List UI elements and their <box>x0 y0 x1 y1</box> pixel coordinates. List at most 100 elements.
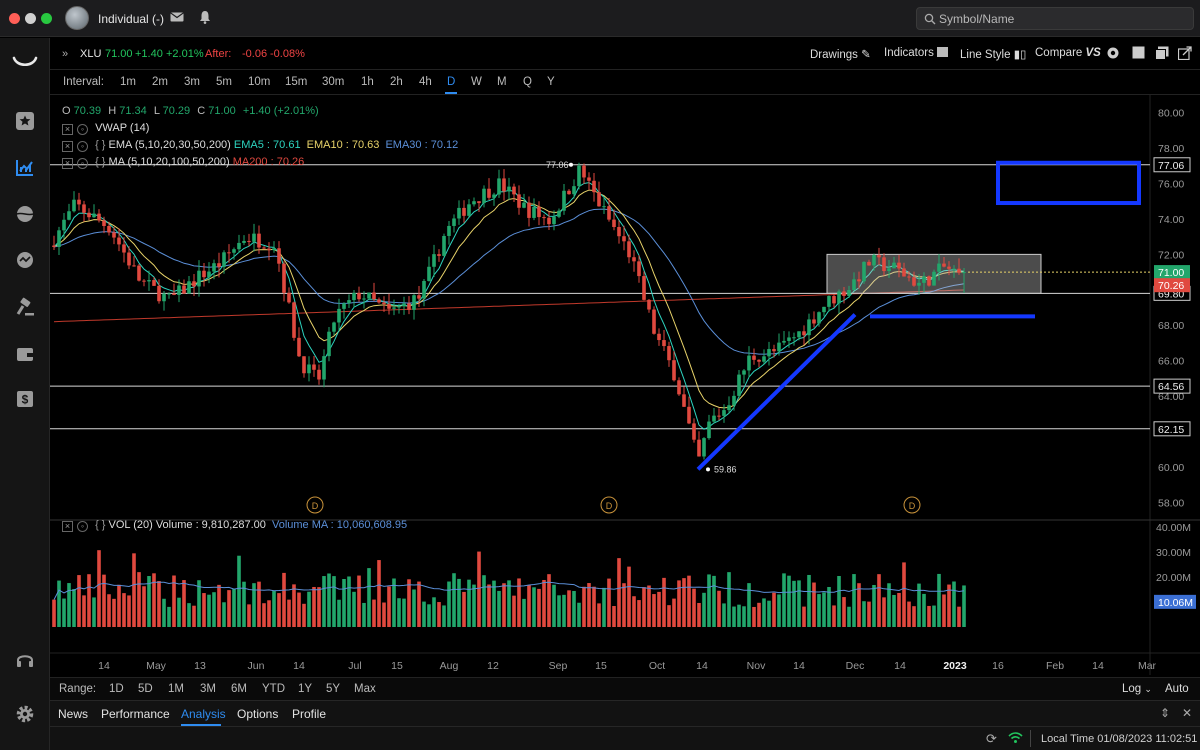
volume-bar <box>247 604 251 627</box>
volume-bar <box>232 588 236 627</box>
range-5y[interactable]: 5Y <box>326 683 341 695</box>
wallet-icon[interactable] <box>14 343 36 365</box>
volume-bar <box>892 594 896 627</box>
headset-support-icon[interactable] <box>14 650 36 672</box>
range-1y[interactable]: 1Y <box>298 683 313 695</box>
expand-chevrons-icon[interactable]: » <box>62 48 69 60</box>
candle-body <box>872 255 876 266</box>
toggle-visibility-icon[interactable]: ◦ <box>77 521 88 532</box>
candle-body <box>892 262 896 269</box>
toggle-visibility-icon[interactable]: ◦ <box>77 158 88 169</box>
candle-body <box>712 415 716 422</box>
interval-4h[interactable]: 4h <box>419 76 432 88</box>
tab-options[interactable]: Options <box>237 707 279 721</box>
compare-label: Compare <box>1035 47 1083 59</box>
compare-button[interactable]: Compare VS <box>1035 47 1101 59</box>
interval-3m[interactable]: 3m <box>184 76 200 88</box>
level-price-tag <box>1153 157 1191 173</box>
indicators-button[interactable]: Indicators <box>884 47 949 59</box>
tab-news[interactable]: News <box>58 707 89 721</box>
chart-settings-gear-icon[interactable] <box>1106 46 1120 60</box>
time-axis-label: 12 <box>487 660 499 672</box>
mail-icon[interactable] <box>170 12 184 22</box>
refresh-icon[interactable]: ⟳ <box>986 731 997 746</box>
expand-panel-icon[interactable]: ⇕ <box>1160 706 1171 720</box>
volume-bar <box>212 592 216 627</box>
window-close-button[interactable] <box>9 13 20 24</box>
bell-icon[interactable] <box>199 10 211 24</box>
interval-30m[interactable]: 30m <box>322 76 345 88</box>
toggle-visibility-icon[interactable]: ◦ <box>77 124 88 135</box>
volume-bar <box>542 579 546 627</box>
candle-body <box>112 232 116 238</box>
drawings-button[interactable]: Drawings ✎ <box>810 47 871 61</box>
chart-canvas[interactable]: 80.0078.0076.0074.0072.0070.0068.0066.00… <box>50 95 1200 675</box>
window-maximize-button[interactable] <box>41 13 52 24</box>
toggle-visibility-icon[interactable]: ◦ <box>77 141 88 152</box>
single-layout-icon[interactable] <box>1132 46 1145 59</box>
avatar[interactable] <box>65 6 89 30</box>
window-minimize-button[interactable] <box>25 13 36 24</box>
multi-layout-icon[interactable] <box>1155 46 1169 60</box>
interval-y[interactable]: Y <box>547 76 555 88</box>
remove-indicator-icon[interactable]: × <box>62 124 73 135</box>
interval-15m[interactable]: 15m <box>285 76 308 88</box>
volume-bar <box>157 581 161 627</box>
auto-scale-toggle[interactable]: Auto <box>1165 683 1189 695</box>
high-value: 71.34 <box>119 105 147 117</box>
price-chart[interactable]: 80.0078.0076.0074.0072.0070.0068.0066.00… <box>50 95 1200 675</box>
volume-ma-tag-label: 10.06M <box>1158 597 1193 609</box>
watchlist-star-icon[interactable] <box>14 110 36 132</box>
tab-performance[interactable]: Performance <box>101 707 170 721</box>
interval-1m[interactable]: 1m <box>120 76 136 88</box>
range-ytd[interactable]: YTD <box>262 683 285 695</box>
close-panel-icon[interactable]: ✕ <box>1182 706 1193 720</box>
volume-bar <box>267 600 271 627</box>
range-1m[interactable]: 1M <box>168 683 184 695</box>
interval-5m[interactable]: 5m <box>216 76 232 88</box>
symbol-search[interactable] <box>916 7 1194 30</box>
chart-icon[interactable] <box>14 156 36 178</box>
trade-gavel-icon[interactable] <box>14 296 36 318</box>
remove-indicator-icon[interactable]: × <box>62 141 73 152</box>
interval-10m[interactable]: 10m <box>248 76 271 88</box>
log-scale-toggle[interactable]: Log ⌄ <box>1122 683 1152 695</box>
search-input[interactable] <box>939 8 1189 29</box>
interval-d-active[interactable]: D <box>447 76 456 88</box>
code-braces-icon[interactable]: { } <box>95 139 106 151</box>
code-braces-icon[interactable]: { } <box>95 156 106 168</box>
volume-bar <box>137 572 141 627</box>
interval-w[interactable]: W <box>471 76 482 88</box>
range-5d[interactable]: 5D <box>138 683 153 695</box>
status-bar: ⟳ Local Time 01/08/2023 11:02:51 <box>50 726 1200 750</box>
remove-indicator-icon[interactable]: × <box>62 158 73 169</box>
screener-icon[interactable] <box>14 249 36 271</box>
interval-q[interactable]: Q <box>523 76 532 88</box>
money-icon[interactable]: $ <box>14 388 36 410</box>
quote-toolbar-row: » XLU 71.00 +1.40 +2.01% After: -0.06 -0… <box>50 38 1200 70</box>
range-1d[interactable]: 1D <box>109 683 124 695</box>
candle-body <box>212 263 216 272</box>
remove-indicator-icon[interactable]: × <box>62 521 73 532</box>
range-3m[interactable]: 3M <box>200 683 216 695</box>
interval-1h[interactable]: 1h <box>361 76 374 88</box>
line-style-button[interactable]: Line Style ▮▯ <box>960 47 1026 61</box>
interval-2h[interactable]: 2h <box>390 76 403 88</box>
popout-window-icon[interactable] <box>1178 46 1192 60</box>
settings-gear-icon[interactable] <box>14 703 36 725</box>
candle-body <box>562 190 566 211</box>
tab-analysis[interactable]: Analysis <box>181 707 226 721</box>
markets-globe-icon[interactable] <box>14 203 36 225</box>
versus-icon: VS <box>1085 47 1101 59</box>
interval-2m[interactable]: 2m <box>152 76 168 88</box>
code-braces-icon[interactable]: { } <box>95 519 106 531</box>
range-6m[interactable]: 6M <box>231 683 247 695</box>
account-selector[interactable]: Individual (-) <box>98 12 165 26</box>
tab-profile[interactable]: Profile <box>292 707 327 721</box>
candle-body <box>107 226 111 233</box>
quote-symbol: XLU <box>80 48 102 60</box>
webull-logo-icon[interactable] <box>12 50 38 72</box>
interval-m[interactable]: M <box>497 76 507 88</box>
volume-bar <box>492 580 496 627</box>
range-max[interactable]: Max <box>354 683 376 695</box>
